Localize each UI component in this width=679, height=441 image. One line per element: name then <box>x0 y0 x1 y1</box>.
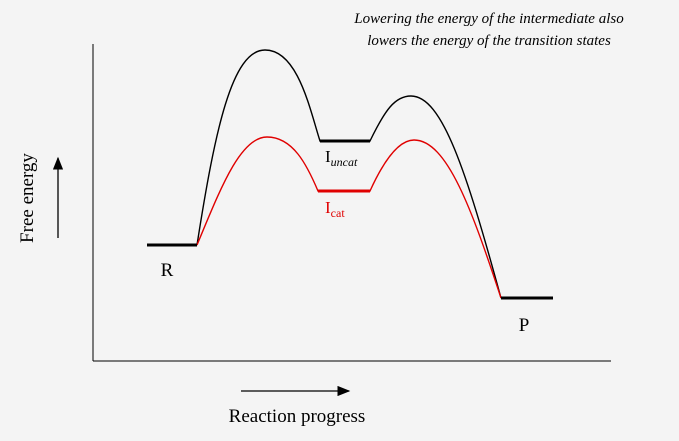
reactant-label: R <box>161 260 174 281</box>
catalyzed-curve <box>196 136 502 299</box>
intermediate-cat-base: I <box>325 198 331 217</box>
uncatalyzed-curve <box>196 49 502 299</box>
intermediate-cat-subscript: cat <box>331 206 346 220</box>
caption-line-1: Lowering the energy of the intermediate … <box>353 11 624 27</box>
product-label: P <box>519 315 530 336</box>
intermediate-uncat-base: I <box>325 147 331 166</box>
intermediate-uncat-subscript: uncat <box>331 155 358 169</box>
x-axis-label: Reaction progress <box>229 406 366 427</box>
caption-line-2: lowers the energy of the transition stat… <box>367 33 611 49</box>
intermediate-cat-label: Icat <box>325 198 345 220</box>
intermediate-uncat-label: Iuncat <box>325 147 358 169</box>
y-axis-label: Free energy <box>17 153 38 243</box>
